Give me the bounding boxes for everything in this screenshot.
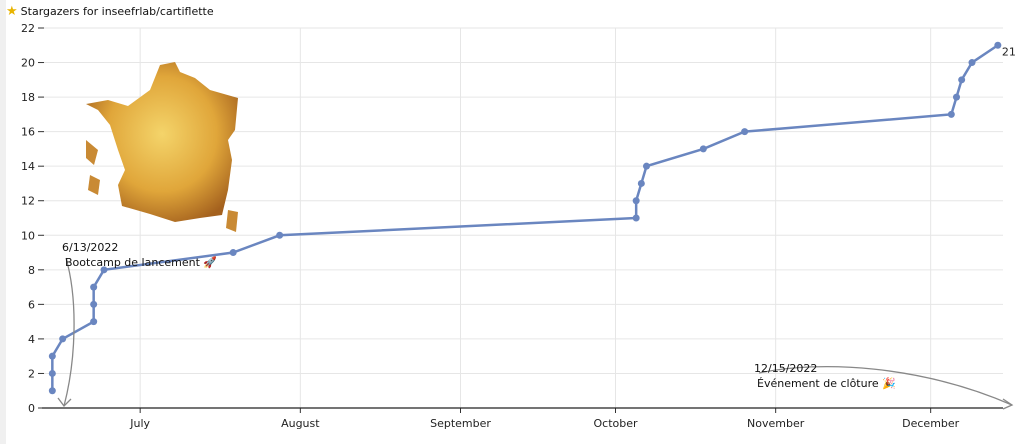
arrowhead bbox=[1002, 398, 1014, 410]
x-tick-label: September bbox=[430, 417, 491, 430]
x-tick-label: December bbox=[902, 417, 960, 430]
arrowhead bbox=[57, 397, 72, 407]
y-tick-label: 4 bbox=[28, 333, 35, 346]
data-point bbox=[637, 179, 645, 187]
y-tick-label: 14 bbox=[21, 160, 35, 173]
chart-container: ★ Stargazers for inseefrlab/cartiflette … bbox=[6, 0, 1025, 444]
star-icon: ★ bbox=[6, 4, 18, 19]
y-tick-label: 18 bbox=[21, 91, 35, 104]
x-tick-label: October bbox=[593, 417, 637, 430]
y-tick-label: 0 bbox=[28, 402, 35, 415]
y-tick-label: 10 bbox=[21, 229, 35, 242]
data-point bbox=[643, 162, 650, 170]
data-point bbox=[632, 197, 640, 205]
data-point bbox=[229, 249, 237, 257]
data-point bbox=[968, 59, 976, 67]
annotation-date: 12/15/2022 bbox=[754, 362, 817, 375]
annotation-arrow bbox=[758, 365, 1013, 406]
data-point bbox=[632, 214, 640, 222]
end-value-label: 21 bbox=[1002, 45, 1016, 58]
data-point bbox=[48, 352, 56, 360]
data-point bbox=[958, 76, 966, 84]
data-point bbox=[59, 335, 67, 343]
data-point bbox=[90, 300, 98, 308]
data-point bbox=[699, 145, 707, 153]
data-point bbox=[994, 41, 1002, 49]
data-point bbox=[90, 318, 98, 326]
data-point bbox=[953, 93, 960, 101]
y-tick-label: 12 bbox=[21, 195, 35, 208]
data-point bbox=[276, 231, 284, 239]
france-map-image bbox=[86, 62, 238, 232]
y-tick-label: 8 bbox=[28, 264, 35, 277]
y-tick-label: 20 bbox=[21, 57, 35, 70]
data-point bbox=[741, 128, 749, 136]
x-tick-label: July bbox=[129, 417, 150, 430]
chart-title: ★ Stargazers for inseefrlab/cartiflette bbox=[6, 4, 214, 19]
y-tick-label: 6 bbox=[28, 298, 35, 311]
y-tick-label: 16 bbox=[21, 126, 35, 139]
annotation-text: Bootcamp de lancement 🚀 bbox=[65, 256, 217, 269]
annotation-text: Événement de clôture 🎉 bbox=[757, 377, 896, 390]
title-text: Stargazers for inseefrlab/cartiflette bbox=[20, 5, 214, 18]
y-tick-label: 22 bbox=[21, 22, 35, 35]
x-tick-label: November bbox=[747, 417, 805, 430]
data-point bbox=[90, 283, 98, 291]
annotation-date: 6/13/2022 bbox=[62, 241, 118, 254]
x-tick-label: August bbox=[281, 417, 320, 430]
data-point bbox=[947, 110, 955, 118]
data-point bbox=[48, 369, 56, 377]
annotation-arrow bbox=[63, 257, 75, 407]
data-point bbox=[100, 266, 108, 274]
data-point bbox=[48, 387, 56, 395]
y-tick-label: 2 bbox=[28, 367, 35, 380]
